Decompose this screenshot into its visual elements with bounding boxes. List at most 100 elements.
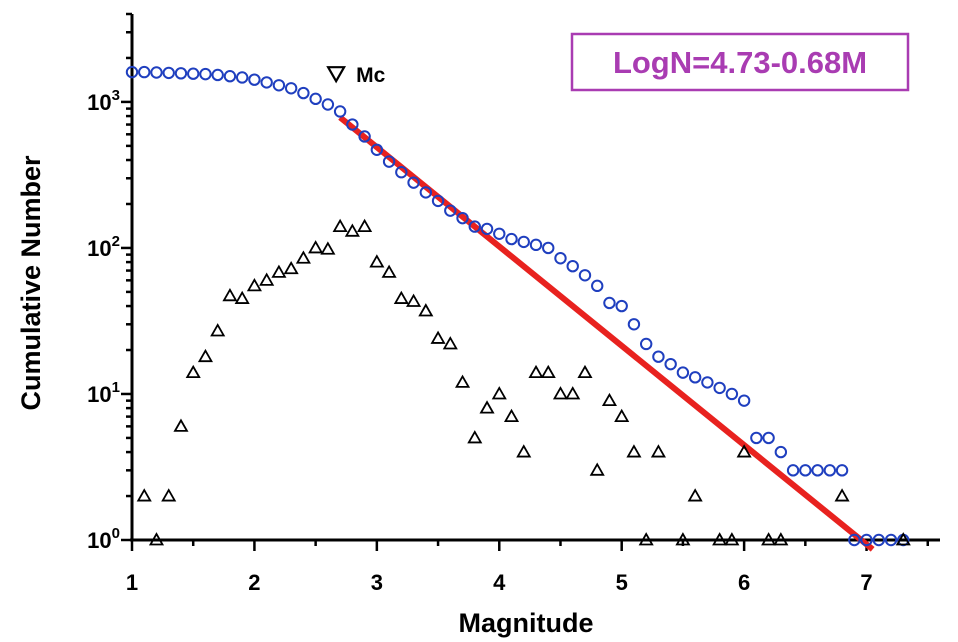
cumulative-point: [407, 176, 420, 189]
frequency-point: [516, 444, 532, 458]
cumulative-point: [223, 70, 237, 83]
cumulative-point: [431, 194, 445, 208]
cumulative-point: [554, 252, 567, 265]
cumulative-point: [382, 155, 396, 168]
y-tick-label: 103: [87, 87, 120, 115]
y-axis: 100 101 102 103: [87, 12, 132, 553]
cumulative-point: [370, 143, 384, 157]
cumulative-point: [750, 431, 763, 445]
cumulative-point: [284, 82, 298, 95]
frequency-point: [357, 218, 373, 233]
frequency-point: [577, 364, 593, 379]
mc-label: Mc: [356, 64, 385, 87]
x-tick-label: 2: [248, 570, 260, 595]
cumulative-point: [872, 533, 885, 547]
cumulative-point: [493, 227, 506, 240]
x-axis: 1 2 3 4 5 6 7: [126, 540, 930, 595]
cumulative-point: [737, 394, 751, 407]
frequency-point: [638, 532, 654, 546]
cumulative-point: [799, 464, 812, 477]
frequency-point: [295, 250, 311, 264]
cumulative-point: [676, 366, 690, 379]
cumulative-point: [725, 387, 739, 401]
cumulative-point: [309, 92, 322, 106]
y-tick-label: 101: [87, 379, 120, 407]
y-tick-label: 102: [87, 233, 120, 261]
data-points: [125, 65, 911, 547]
cumulative-point: [713, 381, 726, 395]
frequency-point: [136, 488, 152, 502]
frequency-point: [344, 223, 360, 237]
frequency-point: [614, 408, 630, 422]
frequency-point: [161, 488, 177, 502]
cumulative-point: [321, 98, 335, 111]
cumulative-point: [187, 67, 200, 80]
frequency-point: [271, 264, 287, 278]
cumulative-point: [860, 533, 873, 547]
cumulative-point: [468, 220, 481, 233]
frequency-point: [393, 290, 409, 304]
cumulative-point: [811, 464, 824, 477]
frequency-point: [173, 418, 189, 432]
cumulative-point: [774, 445, 788, 459]
cumulative-point: [762, 431, 775, 445]
frequency-point: [736, 444, 752, 458]
cumulative-point: [211, 68, 224, 82]
frequency-point: [283, 260, 299, 275]
frequency-point: [210, 323, 226, 337]
x-tick-label: 3: [371, 570, 383, 595]
cumulative-point: [333, 105, 347, 118]
cumulative-point: [125, 65, 139, 79]
cumulative-point: [542, 241, 555, 255]
cumulative-point: [823, 464, 837, 477]
x-tick-label: 4: [493, 570, 506, 595]
frequency-point: [552, 386, 569, 400]
frequency-point: [454, 374, 471, 388]
frequency-point: [712, 532, 728, 546]
cumulative-point: [235, 71, 249, 84]
cumulative-point: [884, 533, 898, 547]
cumulative-point: [444, 204, 457, 217]
cumulative-point: [615, 299, 628, 313]
cumulative-point: [162, 66, 175, 80]
y-axis-label: Cumulative Number: [16, 155, 46, 411]
cumulative-point: [591, 279, 604, 293]
cumulative-point: [456, 211, 469, 225]
frequency-point: [259, 272, 275, 286]
frequency-point: [528, 364, 544, 379]
frequency-point: [246, 278, 262, 292]
cumulative-point: [517, 235, 530, 249]
frequency-point: [834, 488, 850, 502]
y-tick-label: 100: [87, 525, 120, 553]
frequency-point: [308, 240, 324, 254]
frequency-point: [626, 444, 642, 458]
x-axis-label: Magnitude: [459, 608, 594, 638]
frequency-point: [234, 290, 250, 304]
frequency-point: [418, 303, 434, 317]
frequency-point: [406, 293, 422, 307]
cumulative-point: [174, 67, 188, 80]
cumulative-point: [603, 296, 616, 310]
cumulative-point: [505, 232, 518, 246]
cumulative-point: [480, 222, 494, 236]
cumulative-point: [566, 259, 579, 273]
cumulative-point: [395, 166, 408, 179]
frequency-point: [895, 532, 911, 546]
cumulative-point: [529, 238, 543, 252]
cumulative-point: [627, 318, 641, 331]
frequency-point: [761, 532, 777, 546]
annotations: Mc LogN=4.73-0.68M: [326, 32, 910, 92]
frequency-point: [430, 330, 446, 344]
cumulative-point: [639, 337, 653, 351]
frequency-point: [773, 532, 789, 546]
cumulative-point: [419, 186, 433, 199]
cumulative-point: [652, 350, 665, 363]
frequency-point: [589, 462, 605, 476]
frequency-point: [185, 364, 201, 379]
frequency-point: [565, 386, 581, 400]
x-tick-label: 7: [860, 570, 872, 595]
fit-line: [338, 115, 875, 552]
cumulative-point: [358, 130, 371, 143]
cumulative-point: [272, 79, 286, 92]
